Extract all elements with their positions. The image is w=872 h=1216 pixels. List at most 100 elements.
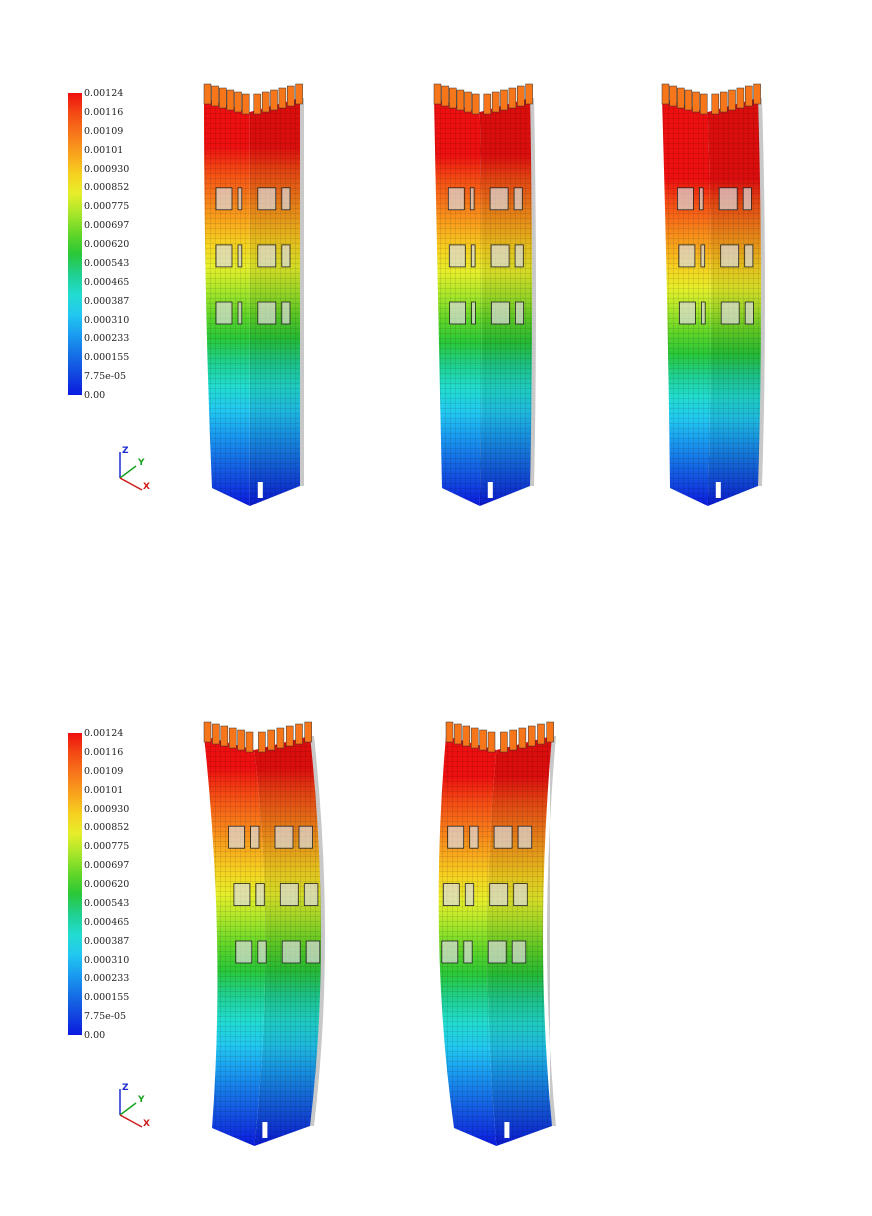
tower-merlon [228, 727, 237, 749]
color-legend-label: 0.00 [84, 390, 106, 401]
tower-merlon [491, 91, 500, 113]
tower-window [511, 940, 527, 964]
color-legend-label: 0.000930 [84, 803, 130, 815]
color-legend-label: 0.000387 [84, 295, 130, 307]
tower-mode-3 [661, 83, 765, 506]
tower-merlon [464, 91, 472, 113]
tower-window [513, 883, 528, 907]
color-legend-label: 0.000465 [84, 276, 130, 288]
color-legend-label: 0.000697 [84, 220, 130, 232]
axis-triad-icon [119, 452, 143, 491]
tower-window [279, 883, 299, 907]
tower-merlon [203, 721, 212, 743]
tower-merlon [211, 85, 219, 107]
tower-merlon [449, 87, 457, 109]
axis-y-label: Y [138, 458, 145, 468]
color-legend-label: 0.00116 [84, 746, 124, 758]
color-legend-label: 0.000620 [84, 239, 130, 250]
tower-merlon [677, 87, 685, 109]
tower-window [470, 244, 476, 268]
color-legend-label: 0.000233 [84, 973, 130, 985]
color-legend-label: 0.000310 [84, 314, 130, 326]
tower-merlon [527, 725, 536, 747]
color-legend-label: 0.000697 [84, 860, 130, 872]
tower-merlon [699, 93, 708, 115]
tower-merlon [518, 727, 527, 749]
axis-y-label: Y [138, 1095, 145, 1105]
color-legend-label: 0.00101 [84, 784, 124, 796]
tower-merlon [462, 725, 471, 747]
tower-window [255, 883, 265, 907]
tower-window [237, 187, 243, 211]
tower-window [471, 301, 476, 325]
tower-window [215, 187, 233, 211]
tower-window [447, 825, 465, 849]
tower-merlon [736, 87, 745, 109]
tower-merlon [509, 729, 517, 751]
axis-x-label: X [143, 1119, 150, 1129]
tower-merlon [258, 731, 266, 753]
tower-merlon [285, 725, 294, 747]
color-legend-label: 7.75e-05 [84, 371, 127, 383]
tower-window [720, 244, 740, 268]
tower-merlon [245, 731, 254, 753]
tower-window [517, 825, 533, 849]
color-legend-label: 0.000775 [84, 201, 130, 213]
tower-window [257, 244, 277, 268]
tower-merlon [445, 721, 454, 743]
tower-merlon [471, 93, 480, 115]
tower-window [441, 940, 459, 964]
tower-mode-5 [438, 721, 556, 1146]
tower-window [720, 301, 740, 325]
color-legend-label: 0.00116 [84, 106, 124, 118]
tower-merlon [234, 91, 242, 113]
tower-window [237, 244, 243, 268]
tower-merlon [711, 93, 720, 115]
tower-window [281, 187, 291, 211]
tower-merlon [517, 85, 525, 107]
tower-window [303, 883, 319, 907]
mode-panel-top: 0.00124 0.00116 0.00109 0.00101 0.000930 0.00… [68, 83, 765, 506]
tower-merlon [220, 725, 229, 747]
axis-triad: Z Y X [112, 1083, 156, 1131]
tower-mode-4 [203, 721, 325, 1146]
color-legend-label: 0.000930 [84, 163, 130, 175]
tower-merlon [261, 91, 270, 113]
tower-window [493, 825, 513, 849]
tower-window [514, 244, 524, 268]
axis-z-label: Z [122, 1083, 129, 1093]
tower-window [257, 187, 277, 211]
tower-merlon [433, 83, 442, 105]
tower-window [281, 244, 291, 268]
color-legend-label: 0.000620 [84, 879, 130, 890]
tower-window [233, 883, 251, 907]
tower-merlon [487, 731, 496, 753]
tower-merlon [479, 729, 487, 751]
tower-merlon [295, 83, 303, 105]
tower-window [215, 301, 233, 325]
tower-merlon [719, 91, 728, 113]
tower-window [491, 301, 510, 325]
tower-window [678, 244, 696, 268]
tower-window [469, 187, 475, 211]
tower-window [281, 301, 291, 325]
tower-merlon [237, 729, 245, 751]
tower-merlon [278, 87, 287, 109]
color-legend-bar [68, 733, 82, 1035]
tower-merlon [661, 83, 670, 105]
tower-shadow [547, 736, 556, 1126]
color-legend-label: 0.000387 [84, 935, 130, 947]
color-legend-label: 0.000310 [84, 954, 130, 966]
tower-merlon [456, 89, 465, 111]
tower-window [489, 883, 509, 907]
tower-merlon [276, 727, 285, 749]
tower-merlon [203, 83, 212, 105]
tower-merlon [253, 93, 262, 115]
tower-window [678, 301, 696, 325]
tower-merlon [508, 87, 517, 109]
color-legend-label: 0.00101 [84, 144, 124, 156]
color-legend-label: 0.000155 [84, 352, 130, 364]
color-legend-label: 7.75e-05 [84, 1011, 127, 1023]
tower-merlon [470, 727, 479, 749]
tower-window [742, 187, 752, 211]
